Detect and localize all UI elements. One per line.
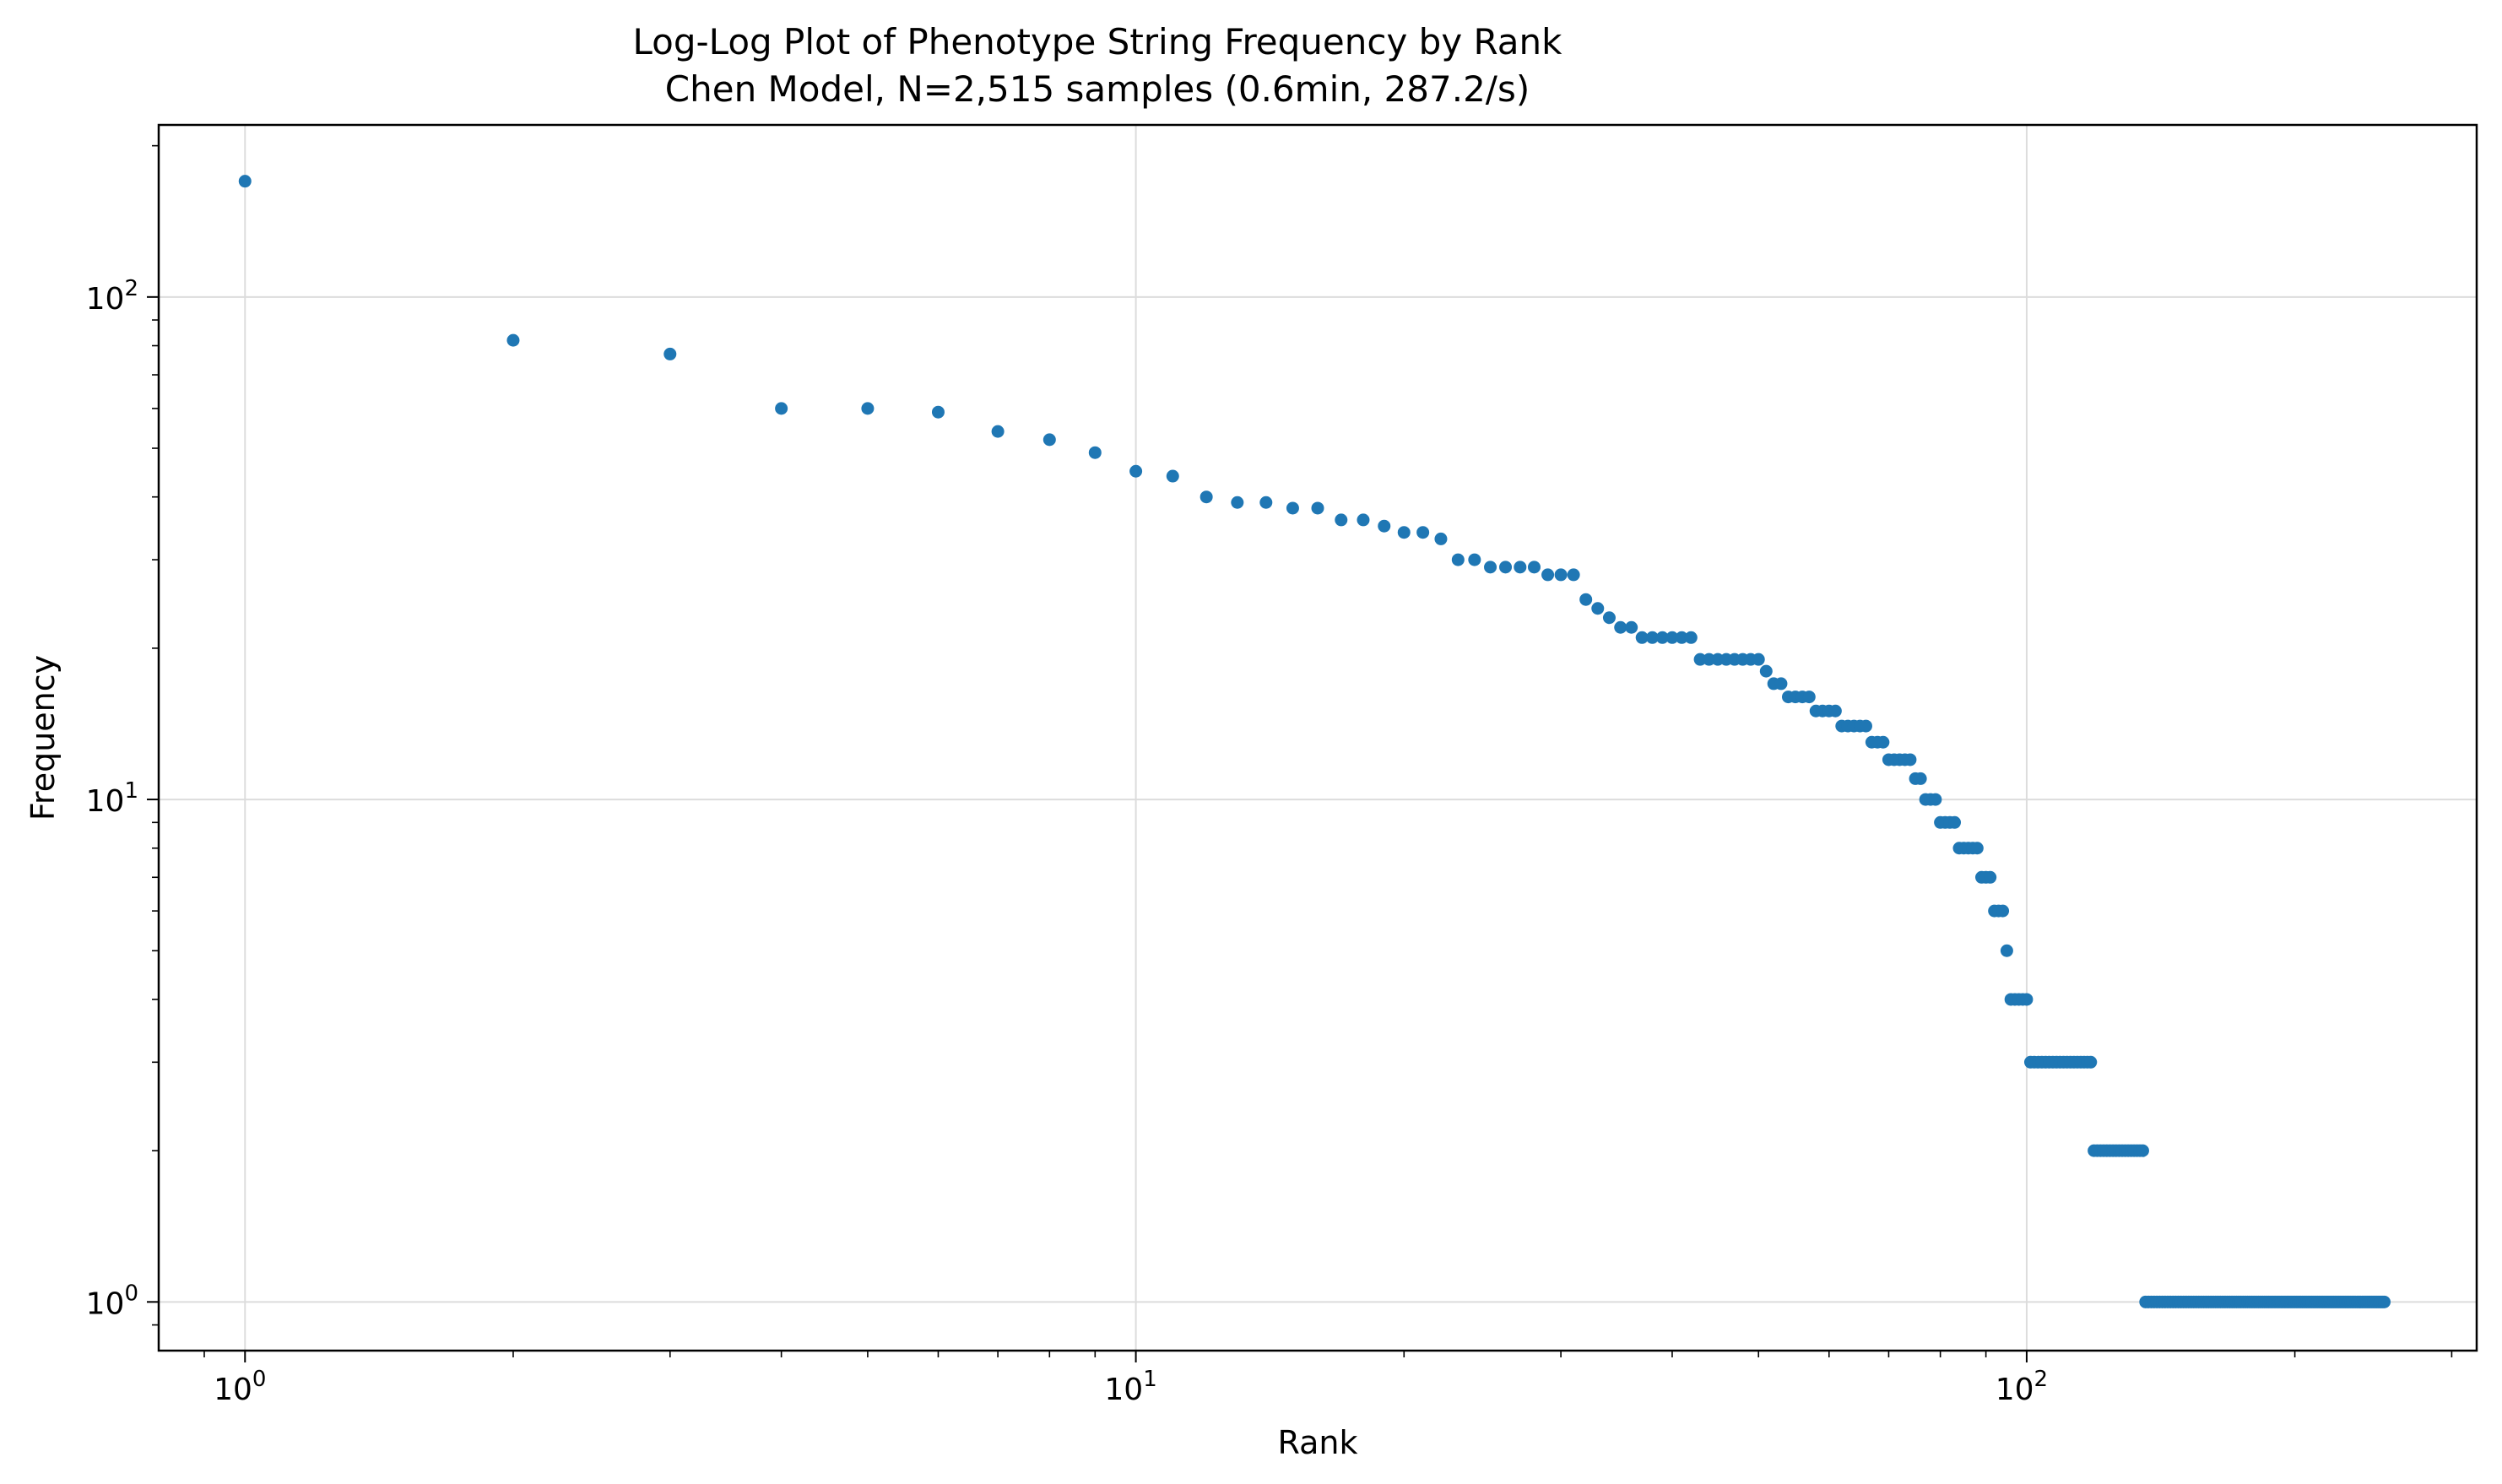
data-point	[861, 402, 875, 415]
data-point	[1499, 561, 1513, 574]
data-point	[1451, 553, 1465, 566]
y-tick-label: 101	[86, 778, 138, 819]
x-axis-label: Rank	[1278, 1424, 1358, 1461]
data-point	[1602, 611, 1616, 625]
data-point	[1088, 446, 1102, 459]
data-point	[1527, 561, 1541, 574]
data-point	[1514, 561, 1527, 574]
grid	[159, 125, 2477, 1351]
data-point	[1665, 631, 1679, 644]
data-point	[1625, 620, 1638, 634]
data-point	[2020, 993, 2034, 1006]
data-point	[1635, 631, 1649, 644]
chart-subtitle: Chen Model, N=2,515 samples (0.6min, 287…	[665, 68, 1530, 110]
data-point	[1434, 532, 1448, 545]
data-point	[775, 402, 788, 415]
data-point	[2136, 1144, 2149, 1157]
data-point	[1579, 593, 1593, 606]
data-point	[1859, 719, 1872, 733]
chart-title: Log-Log Plot of Phenotype String Frequen…	[633, 21, 1563, 62]
data-point	[1129, 464, 1143, 478]
data-point	[1703, 653, 1716, 666]
data-point	[1645, 631, 1659, 644]
data-point	[1684, 631, 1698, 644]
data-point	[1752, 653, 1765, 666]
data-point	[1774, 677, 1788, 691]
data-point	[1378, 519, 1391, 533]
data-point	[1693, 653, 1707, 666]
data-point	[1335, 513, 1348, 527]
axis-ticks: 100 101 102 100 101 102	[86, 144, 2453, 1407]
scatter-points	[238, 175, 2391, 1308]
data-point	[506, 333, 520, 347]
plot-frame	[157, 123, 2478, 1352]
data-point	[1231, 496, 1244, 509]
data-point	[1802, 691, 1816, 704]
data-point	[1200, 490, 1213, 504]
data-point	[1166, 469, 1179, 483]
x-tick-label: 102	[1996, 1367, 2048, 1407]
data-point	[1286, 501, 1299, 515]
data-point	[2084, 1055, 2098, 1069]
data-point	[1357, 513, 1370, 527]
data-point	[1655, 631, 1669, 644]
data-point	[1484, 561, 1497, 574]
data-point	[1042, 433, 1056, 447]
data-point	[1614, 620, 1627, 634]
data-point	[1259, 496, 1273, 509]
data-point	[1876, 735, 1890, 749]
data-point	[1948, 815, 1962, 829]
data-point	[1828, 704, 1842, 718]
data-point	[991, 425, 1005, 438]
data-point	[1914, 772, 1927, 785]
y-tick-label: 100	[86, 1281, 138, 1321]
data-point	[1970, 842, 1984, 855]
data-point	[1416, 526, 1430, 539]
data-point	[1468, 553, 1481, 566]
data-point	[1311, 501, 1324, 515]
y-tick-label: 102	[86, 276, 138, 317]
data-point	[1397, 526, 1411, 539]
data-point	[1996, 904, 2010, 918]
data-point	[1675, 631, 1688, 644]
data-point	[1929, 793, 1942, 806]
data-point	[238, 175, 252, 188]
data-point	[1567, 568, 1580, 582]
data-point	[663, 347, 677, 360]
data-point	[2378, 1295, 2391, 1308]
x-tick-label: 101	[1104, 1367, 1156, 1407]
data-point	[2000, 944, 2013, 957]
data-point	[1904, 753, 1917, 766]
data-point	[931, 405, 945, 419]
data-point	[1984, 870, 1997, 884]
data-point	[1554, 568, 1568, 582]
data-point	[1591, 602, 1605, 615]
y-axis-label: Frequency	[24, 655, 62, 821]
data-point	[1759, 664, 1773, 678]
x-tick-label: 100	[214, 1367, 266, 1407]
data-point	[1541, 568, 1555, 582]
